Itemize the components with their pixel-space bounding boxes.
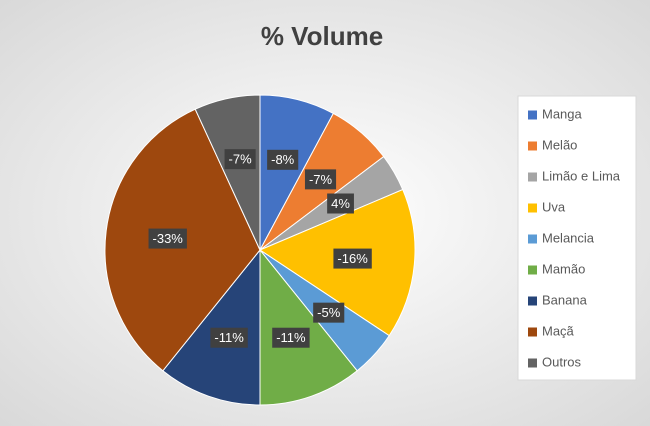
data-label-box [327, 193, 354, 214]
data-label: -33% [153, 231, 184, 246]
chart-title: % Volume [261, 21, 383, 51]
legend-label: Banana [542, 292, 588, 307]
data-label: -16% [337, 251, 368, 266]
pie-slice [259, 248, 358, 406]
legend-swatch [528, 141, 537, 151]
data-label-box [210, 327, 248, 348]
data-label-box [148, 228, 187, 249]
pie-slice [162, 248, 261, 406]
data-label: 4% [331, 196, 350, 211]
data-label: -11% [214, 330, 244, 345]
data-label-box [304, 169, 337, 190]
data-label-box [313, 302, 345, 323]
legend-swatch [528, 265, 537, 275]
legend-label: Manga [542, 106, 583, 121]
data-label-box [224, 149, 256, 170]
legend-label: Limão e Lima [542, 168, 621, 183]
data-label: -7% [229, 152, 253, 167]
legend-label: Maçã [542, 323, 575, 338]
legend-swatch [528, 296, 537, 306]
legend-swatch [528, 110, 537, 120]
data-label: -8% [271, 152, 295, 167]
legend-swatch [528, 358, 537, 368]
legend-swatch [528, 172, 537, 182]
pie-slice [194, 94, 261, 251]
data-label-box [333, 248, 372, 269]
legend-label: Uva [542, 199, 566, 214]
legend-label: Melão [542, 137, 577, 152]
legend-swatch [528, 203, 537, 213]
data-label-box [272, 327, 310, 348]
legend-label: Outros [542, 354, 582, 369]
data-label: -5% [317, 305, 341, 320]
legend-swatch [528, 234, 537, 244]
legend-label: Melancia [542, 230, 595, 245]
data-label: -11% [276, 330, 306, 345]
legend-label: Mamão [542, 261, 585, 276]
data-label-box [267, 149, 299, 170]
data-label: -7% [309, 172, 333, 187]
legend-swatch [528, 327, 537, 337]
legend-box [517, 95, 637, 381]
